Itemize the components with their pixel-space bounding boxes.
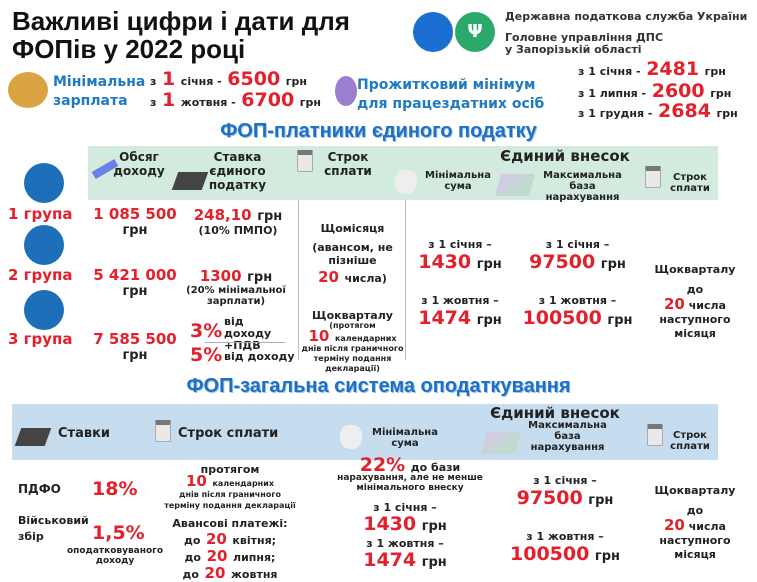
subsistence-label-2: для працездатних осіб [357,96,545,112]
pdfo-label: ПДФО [18,482,61,496]
subsistence-row-3: з 1 грудня - 2684 грн [578,100,738,122]
org-dept: Головне управління ДПС [505,31,664,44]
esv-min-oct: з 1 жовтня –1474 грн [418,294,502,329]
general-min-oct: з 1 жовтня –1474 грн [363,537,447,571]
banknotes-icon [495,174,535,196]
military-note: оподатковуваного доходу [66,546,164,566]
general-title: ФОП-загальна система оподаткування [186,375,571,397]
group-3-income: 7 585 500 грн [93,330,177,363]
coins-icon [335,76,357,106]
esv-min-jan: з 1 січня –1430 грн [418,238,502,273]
subsistence-label: Прожитковий мінімум [357,77,536,93]
header-max-base: Максимальна база нарахування [543,170,622,203]
subsistence-row-1: з 1 січня - 2481 грн [578,58,726,80]
group-3-rate-5: 5% [190,344,223,366]
min-wage-row-2: з 1 жотвня - 6700 грн [150,89,321,111]
pdfo-value: 18% [92,478,138,500]
esv-max-jan: з 1 січня –97500 грн [529,238,626,273]
group-2-rate: 1300 грн (20% мінімальної зарплати) [186,267,286,307]
header-deadline: Строк сплати [324,150,372,178]
group-2-income: 5 421 000 грн [93,266,177,299]
group-3-label: 3 група [8,330,73,348]
money-bag-icon [395,170,417,194]
general-term: протягом 10 календарних днів після граничн… [164,463,296,510]
header-min-sum: Мінімальна сума [425,170,491,192]
advance-payments: Авансові платежі: до 20 квітня; до 20 ли… [172,517,288,582]
person-icon [24,163,64,203]
divider [405,200,406,360]
calendar-icon [155,420,171,442]
header-rates: Ставки [58,426,111,441]
group-1-rate: 248,10 грн (10% ПМПО) [193,206,283,237]
military-value: 1,5% [92,522,145,544]
military-label: Військовий [18,514,89,527]
subsistence-row-2: з 1 липня - 2600 грн [578,80,732,102]
title-line-2: ФОПів у 2022 році [12,34,246,64]
calendar-icon [645,166,661,188]
general-max-oct: з 1 жовтня –100500 грн [510,530,620,565]
title-line-1: Важливі цифри і дати для [12,6,350,36]
general-esv-term: Щокварталу до 20 числа наступного місяця [654,484,736,561]
header-esv: Єдиний внесок [500,147,630,165]
header-esv-deadline: Строк сплати [670,430,710,452]
header-income: Обсяг доходу [113,150,165,178]
group-3-rate-5-note: від доходу [224,350,295,363]
group-1-label: 1 група [8,205,73,223]
divider [298,200,299,360]
military-label-2: збір [18,530,44,543]
header-min-sum: Мінімальна сума [372,427,438,449]
esv-max-oct: з 1 жовтня –100500 грн [522,294,633,329]
header-max-base: Максимальна база нарахування [528,420,607,453]
esv-term: Щокварталу до 20 числа наступного місяця [654,263,736,340]
general-min-jan: з 1 січня –1430 грн [363,501,447,535]
wallet-icon [8,72,48,108]
monthly-term: Щомісяця (авансом, не пізніше 20 числа) [312,222,393,286]
header-rate: Ставка єдиного податку [208,150,267,192]
divider [205,342,285,343]
single-tax-title: ФОП-платники єдиного податку [220,120,537,142]
trident-logo-icon: Ψ [455,12,495,52]
calendar-icon [297,150,313,172]
team-icon [24,290,64,330]
money-bag-icon [340,425,362,449]
group-1-income: 1 085 500 грн [93,205,177,238]
general-max-jan: з 1 січня –97500 грн [516,474,614,509]
group-icon [24,225,64,265]
header-esv: Єдиний внесок [490,404,620,422]
header-deadline: Строк сплати [178,426,279,441]
org-name: Державна податкова служба України [505,10,748,23]
calendar-icon [647,424,663,446]
group-3-rate-3-note: від доходу +ПДВ [224,315,272,352]
min-note: 22% до бази нарахування, але не менше міні… [337,454,483,494]
org-region: у Запорізькій області [505,43,642,56]
min-wage-label-2: зарплата [53,93,128,109]
group-3-rate-3: 3% [190,320,223,342]
quarterly-term: Щокварталу (протягом 10 календарних днів пі… [301,309,404,373]
logo-blue-circle [413,12,453,52]
general-header-band [12,404,718,460]
group-2-label: 2 група [8,266,73,284]
header-esv-deadline: Строк сплати [670,172,710,194]
banknotes-icon [481,432,521,454]
min-wage-label: Мінімальна [53,74,146,90]
min-wage-row-1: з 1 січня - 6500 грн [150,68,307,90]
